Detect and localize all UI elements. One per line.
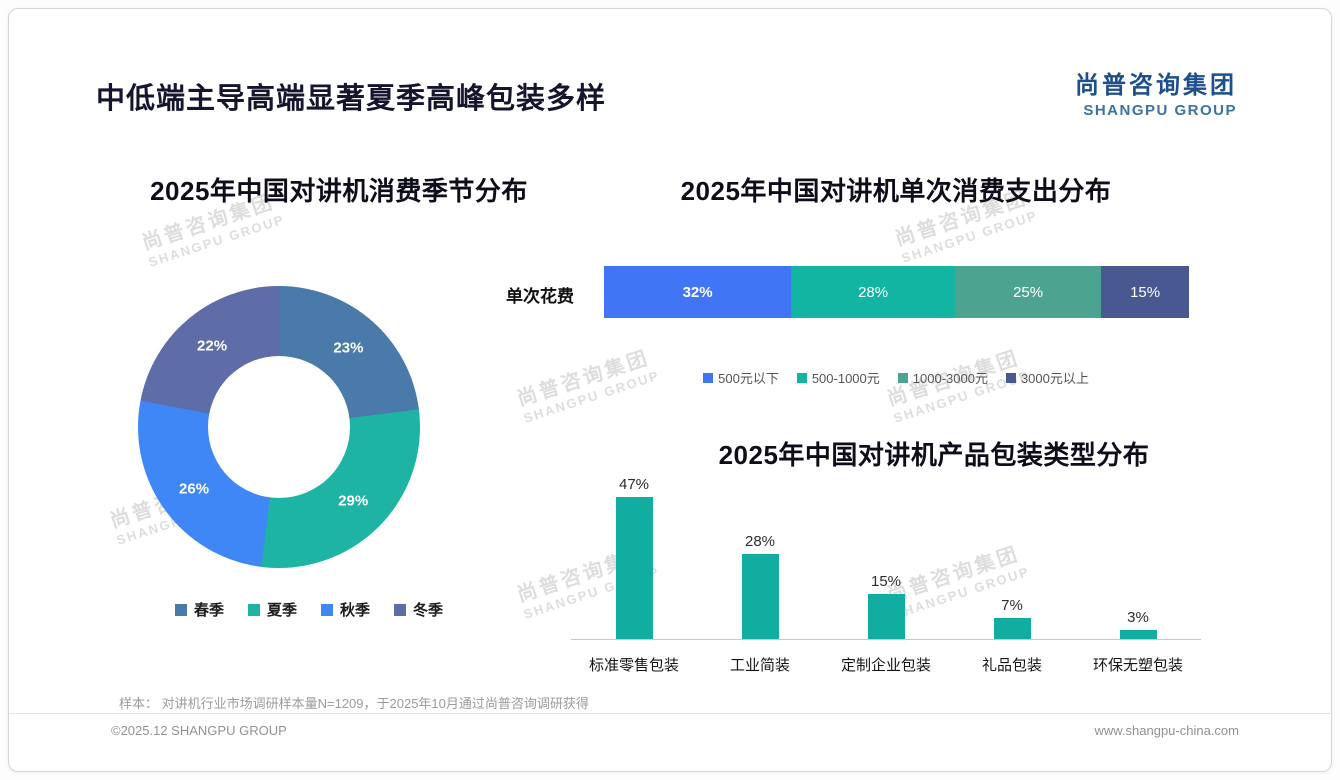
- bar: [993, 618, 1031, 639]
- bar-column: 3%: [1075, 609, 1201, 639]
- stacked-bar-row-label: 单次花费: [506, 287, 574, 306]
- bar-column: 28%: [697, 533, 823, 639]
- legend-swatch: [394, 603, 407, 616]
- bar-column: 7%: [949, 597, 1075, 639]
- legend-item: 冬季: [394, 599, 443, 620]
- company-logo: 尚普咨询集团 SHANGPU GROUP: [1075, 65, 1237, 119]
- legend-item: 秋季: [321, 599, 370, 620]
- legend-label: 1000-3000元: [912, 371, 988, 386]
- legend-item: 3000元以上: [1005, 368, 1089, 387]
- bar: [1119, 630, 1157, 639]
- footer-copyright: ©2025.12 SHANGPU GROUP: [111, 723, 287, 738]
- logo-text-cn: 尚普咨询集团: [1075, 72, 1237, 99]
- bar-value-label: 3%: [1127, 609, 1149, 626]
- bar: [741, 554, 779, 639]
- bar-categories: 标准零售包装 工业简装 定制企业包装 礼品包装 环保无塑包装: [571, 654, 1201, 675]
- stack-segment: 32%: [604, 266, 792, 318]
- bar-value-label: 15%: [870, 573, 902, 590]
- legend-swatch: [897, 372, 908, 383]
- legend-swatch: [703, 372, 714, 383]
- legend-swatch: [174, 603, 187, 616]
- bar-category-label: 环保无塑包装: [1092, 657, 1183, 674]
- donut-segment-label: 22%: [197, 337, 228, 355]
- sample-footnote: 样本： 对讲机行业市场调研样本量N=1209，于2025年10月通过尚普咨询调研…: [119, 696, 589, 711]
- legend-swatch: [247, 603, 260, 616]
- slide-footer: ©2025.12 SHANGPU GROUP www.shangpu-china…: [9, 713, 1331, 771]
- stacked-bar-legend: 500元以下 500-1000元 1000-3000元 3000元以上: [599, 368, 1193, 387]
- donut-hole: [208, 356, 350, 498]
- bar-value-label: 7%: [1001, 597, 1023, 614]
- bar-category-label: 定制企业包装: [840, 657, 931, 674]
- bar-chart: 47% 28% 15% 7% 3%: [571, 471, 1201, 640]
- bar: [867, 594, 905, 639]
- legend-item: 夏季: [247, 599, 297, 620]
- donut-chart-title: 2025年中国对讲机消费季节分布: [150, 176, 528, 206]
- bar-column: 15%: [823, 573, 949, 639]
- bar-category-label: 标准零售包装: [588, 657, 679, 674]
- legend-item: 1000-3000元: [897, 368, 988, 387]
- legend-swatch: [796, 372, 807, 383]
- stack-segment: 15%: [1101, 266, 1189, 318]
- legend-item: 500-1000元: [796, 368, 880, 387]
- bar-value-label: 28%: [744, 533, 776, 550]
- stack-segment: 25%: [954, 266, 1102, 318]
- donut-segment-label: 29%: [338, 492, 369, 510]
- legend-swatch: [1005, 372, 1016, 383]
- stack-segment: 28%: [791, 266, 955, 318]
- page-title: 中低端主导高端显著夏季高峰包装多样: [96, 83, 607, 115]
- stacked-bar-chart-title: 2025年中国对讲机单次消费支出分布: [680, 176, 1112, 206]
- donut-legend: 春季 夏季 秋季 冬季: [69, 599, 549, 620]
- bar-value-label: 47%: [618, 476, 650, 493]
- stacked-bar: 32% 28% 25% 15%: [604, 266, 1189, 318]
- legend-swatch: [321, 603, 333, 616]
- watermark-en: SHANGPU GROUP: [146, 211, 287, 270]
- legend-label: 500-1000元: [811, 371, 880, 386]
- watermark-en: SHANGPU GROUP: [899, 207, 1040, 266]
- bar-category-label: 礼品包装: [981, 657, 1042, 674]
- logo-text-en: SHANGPU GROUP: [1083, 102, 1237, 119]
- legend-label: 秋季: [340, 602, 371, 619]
- donut-segment-label: 26%: [179, 480, 210, 498]
- footer-website: www.shangpu-china.com: [1094, 723, 1239, 738]
- legend-item: 500元以下: [703, 368, 779, 387]
- legend-label: 冬季: [413, 602, 444, 619]
- bar-column: 47%: [571, 476, 697, 639]
- donut-segment-label: 23%: [333, 339, 364, 357]
- slide-card: 尚普咨询集团 SHANGPU GROUP 尚普咨询集团 SHANGPU GROU…: [8, 8, 1332, 772]
- legend-label: 春季: [193, 602, 224, 619]
- legend-label: 夏季: [266, 602, 297, 619]
- legend-label: 3000元以上: [1020, 371, 1089, 386]
- donut-chart: 23% 29% 26% 22%: [138, 286, 420, 568]
- legend-item: 春季: [174, 599, 224, 620]
- bar: [615, 497, 653, 639]
- bar-chart-title: 2025年中国对讲机产品包装类型分布: [718, 440, 1150, 470]
- bar-category-label: 工业简装: [729, 657, 790, 674]
- legend-label: 500元以下: [718, 371, 779, 386]
